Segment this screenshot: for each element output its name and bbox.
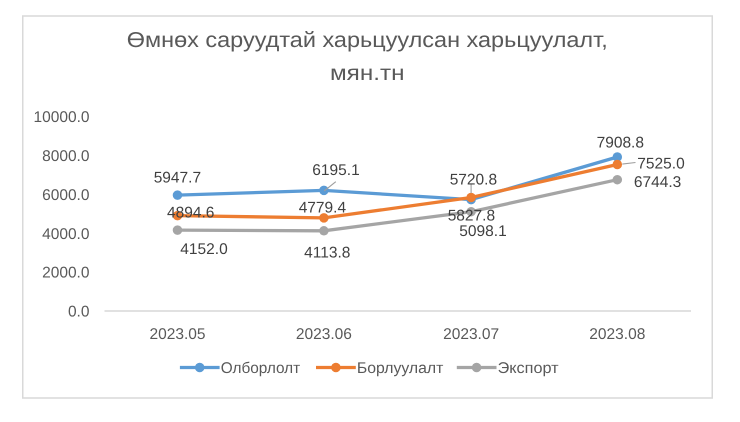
svg-text:6744.3: 6744.3 <box>634 174 681 191</box>
svg-text:8000.0: 8000.0 <box>42 148 90 165</box>
svg-text:Экспорт: Экспорт <box>498 360 559 377</box>
svg-text:6195.1: 6195.1 <box>312 162 359 179</box>
svg-text:Олборлолт: Олборлолт <box>221 360 301 377</box>
svg-text:2023.06: 2023.06 <box>296 326 352 343</box>
svg-text:2000.0: 2000.0 <box>42 265 90 282</box>
svg-text:2023.07: 2023.07 <box>443 326 499 343</box>
svg-text:4152.0: 4152.0 <box>180 241 228 258</box>
svg-text:7525.0: 7525.0 <box>637 156 685 173</box>
svg-text:Өмнөх саруудтай харьцуулсан ха: Өмнөх саруудтай харьцуулсан харьцуулалт, <box>127 28 608 52</box>
svg-text:5827.8: 5827.8 <box>448 207 495 224</box>
svg-text:5720.8: 5720.8 <box>450 172 497 189</box>
svg-text:6000.0: 6000.0 <box>42 187 90 204</box>
svg-text:7908.8: 7908.8 <box>597 135 644 152</box>
svg-text:5098.1: 5098.1 <box>459 223 506 240</box>
svg-text:Борлуулалт: Борлуулалт <box>357 360 444 377</box>
svg-text:4113.8: 4113.8 <box>304 244 350 261</box>
svg-text:0.0: 0.0 <box>68 304 90 321</box>
svg-text:4894.6: 4894.6 <box>167 204 214 221</box>
svg-text:мян.тн: мян.тн <box>330 61 405 85</box>
svg-text:2023.05: 2023.05 <box>149 326 205 343</box>
svg-text:4000.0: 4000.0 <box>42 226 90 243</box>
svg-text:5947.7: 5947.7 <box>154 169 201 186</box>
svg-text:2023.08: 2023.08 <box>589 326 645 343</box>
svg-text:4779.4: 4779.4 <box>299 200 347 217</box>
svg-text:10000.0: 10000.0 <box>33 109 89 126</box>
